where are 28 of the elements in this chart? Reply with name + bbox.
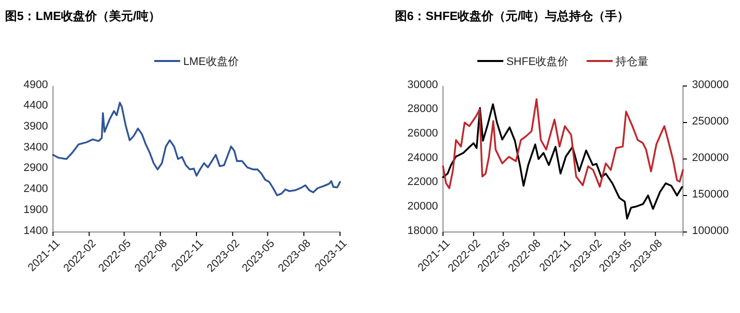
y-tick-label: 4400	[24, 100, 48, 112]
y2-tick-label: 150000	[692, 188, 729, 200]
y-tick-label: 26000	[407, 127, 438, 140]
chart-title: 图5：LME收盘价（美元/吨）	[5, 9, 160, 23]
legend-label: SHFE收盘价	[506, 56, 569, 68]
y-tick-label: 3900	[24, 120, 48, 132]
y-tick-label: 3400	[24, 141, 48, 154]
legend-label: 持仓量	[616, 56, 649, 68]
y-tick-label: 28000	[407, 103, 438, 116]
y2-tick-label: 300000	[692, 78, 729, 91]
line-series	[442, 103, 683, 220]
y2-tick-label: 250000	[692, 115, 729, 128]
y-tick-label: 1400	[24, 224, 48, 237]
y2-tick-label: 200000	[692, 152, 729, 164]
y-tick-label: 18000	[407, 224, 438, 237]
y-tick-label: 4900	[24, 78, 48, 91]
y-tick-label: 22000	[407, 176, 438, 188]
y-tick-label: 20000	[407, 200, 438, 212]
legend-label: LME收盘价	[183, 56, 239, 68]
line-series	[52, 102, 341, 196]
y-tick-label: 30000	[407, 78, 438, 91]
y-tick-label: 24000	[407, 152, 438, 164]
y2-tick-label: 100000	[692, 224, 729, 237]
line-series	[442, 98, 684, 190]
y-tick-label: 2400	[24, 183, 48, 196]
chart-title: 图6：SHFE收盘价（元/吨）与总持仓（手）	[395, 9, 630, 23]
y-tick-label: 2900	[24, 162, 48, 174]
y-tick-label: 1900	[24, 204, 48, 216]
